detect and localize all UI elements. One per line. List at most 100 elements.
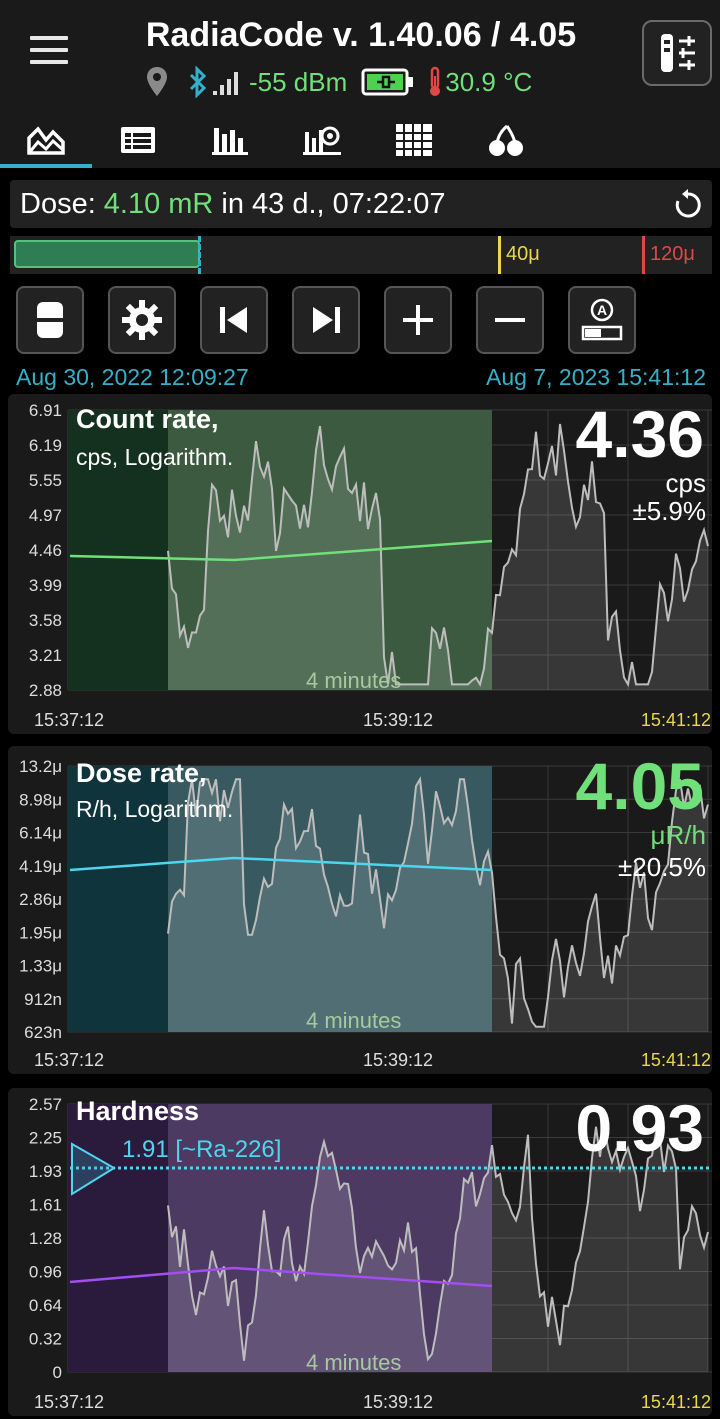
y-tick-label: 2.88 <box>29 681 62 700</box>
count-rate-window: 4 minutes <box>306 668 402 693</box>
y-tick-label: 623n <box>24 1023 62 1042</box>
dose-duration: in 43 d., 07:22:07 <box>221 187 446 220</box>
menu-icon[interactable] <box>30 36 76 70</box>
dose-rate-level-bar: 40μ 120μ <box>10 236 712 274</box>
toggle-button[interactable] <box>16 286 84 354</box>
accumulated-dose-bar: Dose: 4.10 mR in 43 d., 07:22:07 <box>10 180 712 228</box>
y-tick-label: 8.98μ <box>19 790 62 809</box>
app-header: RadiaCode v. 1.40.06 / 4.05 -55 dBm 30.9… <box>0 0 720 112</box>
trace-line <box>167 1123 709 1362</box>
dose-rate-subtitle: R/h, Logarithm. <box>76 796 234 822</box>
tab-table[interactable] <box>92 112 184 168</box>
y-tick-label: 1.28 <box>29 1229 62 1248</box>
skip-start-icon <box>220 307 247 333</box>
y-tick-label: 1.61 <box>29 1196 62 1215</box>
dose-rate-title: Dose rate, <box>76 758 207 788</box>
rssi-value: -55 dBm <box>249 66 348 97</box>
y-tick-label: 4.19μ <box>19 857 62 876</box>
level-current-marker <box>198 236 204 274</box>
svg-text:A: A <box>597 302 607 318</box>
x-tick-label: 15:39:12 <box>363 710 433 730</box>
trace-fill <box>168 779 708 1032</box>
time-range: Aug 30, 2022 12:09:27 Aug 7, 2023 15:41:… <box>16 364 706 392</box>
level-low-marker <box>498 236 501 274</box>
x-tick-label: 15:39:12 <box>363 1392 433 1412</box>
level-low-label: 40μ <box>506 243 540 265</box>
y-tick-label: 6.14μ <box>19 824 62 843</box>
location-icon <box>145 66 169 98</box>
tab-spectrum[interactable] <box>276 112 368 168</box>
zoom-in-button[interactable] <box>384 286 452 354</box>
dose-label: Dose: <box>20 187 96 220</box>
zoom-out-button[interactable] <box>476 286 544 354</box>
y-tick-label: 1.33μ <box>19 957 62 976</box>
y-tick-label: 0 <box>53 1363 62 1382</box>
minus-icon <box>495 318 525 322</box>
tab-spectrum-icon <box>303 126 341 155</box>
dose-rate-error: ±20.5% <box>618 852 706 882</box>
x-tick-label: 15:41:12 <box>641 1050 711 1070</box>
level-high-marker <box>642 236 645 274</box>
auto-scale-icon: A <box>581 298 623 341</box>
trace-line <box>167 776 709 1028</box>
hardness-value: 0.93 <box>575 1091 704 1165</box>
tab-graph-icon <box>27 126 65 155</box>
tab-table-icon <box>121 127 155 153</box>
hardness-marker-label: 1.91 [~Ra-226] <box>122 1136 282 1163</box>
app-title: RadiaCode v. 1.40.06 / 4.05 <box>145 16 577 54</box>
chart-settings-button[interactable] <box>108 286 176 354</box>
x-tick-label: 15:41:12 <box>641 1392 711 1412</box>
trace-fill <box>168 1124 708 1372</box>
auto-scale-button[interactable]: A <box>568 286 636 354</box>
skip-end-button[interactable] <box>292 286 360 354</box>
y-tick-label: 1.95μ <box>19 923 62 942</box>
y-tick-label: 3.21 <box>29 646 62 665</box>
dose-rate-window: 4 minutes <box>306 1008 402 1033</box>
thermometer-icon <box>427 66 443 98</box>
average-line <box>69 1266 493 1288</box>
battery-charging-icon <box>361 67 415 97</box>
hardness-chart[interactable]: 2.57 2.25 1.93 1.61 1.28 0.96 0.64 0.32 0 15:37:1… <box>8 1088 712 1416</box>
window-shade-left <box>68 1104 168 1372</box>
y-tick-label: 2.25 <box>29 1129 62 1148</box>
x-tick-label: 15:41:12 <box>641 710 711 730</box>
reference-marker-triangle <box>71 1142 116 1196</box>
skip-start-button[interactable] <box>200 286 268 354</box>
count-rate-value: 4.36 <box>575 397 704 471</box>
x-tick-label: 15:37:12 <box>34 1050 104 1070</box>
dose-rate-plot: 13.2μ 8.98μ 6.14μ 4.19μ 2.86μ 1.95μ 1.33μ 912n 6… <box>8 746 712 1074</box>
range-end: Aug 7, 2023 15:41:12 <box>486 364 706 390</box>
y-tick-label: 4.46 <box>29 541 62 560</box>
count-rate-title: Count rate, <box>76 404 219 434</box>
window-shade <box>168 1104 492 1372</box>
dose-value: 4.10 mR <box>103 187 214 220</box>
count-rate-unit: cps <box>665 468 706 498</box>
settings-sliders-icon[interactable] <box>642 20 712 86</box>
reset-icon[interactable] <box>672 189 704 221</box>
tab-cherry[interactable] <box>460 112 552 168</box>
y-tick-label: 2.57 <box>29 1095 62 1114</box>
y-tick-label: 2.86μ <box>19 890 62 909</box>
y-tick-label: 5.55 <box>29 471 62 490</box>
level-high-label: 120μ <box>650 243 695 265</box>
tab-histogram-icon <box>212 128 248 155</box>
gear-icon <box>122 300 162 340</box>
toggle-icon <box>37 302 63 338</box>
window-shade-left <box>68 410 168 690</box>
count-rate-plot: 6.91 6.19 5.55 4.97 4.46 3.99 3.58 3.21 2.88 15:3… <box>8 394 712 734</box>
x-tick-label: 15:37:12 <box>34 1392 104 1412</box>
tab-grid[interactable] <box>368 112 460 168</box>
dose-rate-chart[interactable]: 13.2μ 8.98μ 6.14μ 4.19μ 2.86μ 1.95μ 1.33μ 912n 6… <box>8 746 712 1074</box>
tab-graph[interactable] <box>0 112 92 168</box>
y-tick-label: 13.2μ <box>19 757 62 776</box>
bluetooth-icon <box>187 66 209 98</box>
hardness-plot: 2.57 2.25 1.93 1.61 1.28 0.96 0.64 0.32 0 15:37:1… <box>8 1088 712 1416</box>
y-tick-label: 6.19 <box>29 436 62 455</box>
signal-icon <box>213 69 241 95</box>
dose-rate-value: 4.05 <box>575 749 704 823</box>
tab-cherry-icon <box>489 124 523 156</box>
tab-histogram[interactable] <box>184 112 276 168</box>
tab-bar <box>0 112 720 168</box>
count-rate-chart[interactable]: 6.91 6.19 5.55 4.97 4.46 3.99 3.58 3.21 2.88 15:3… <box>8 394 712 734</box>
y-tick-label: 0.64 <box>29 1296 62 1315</box>
